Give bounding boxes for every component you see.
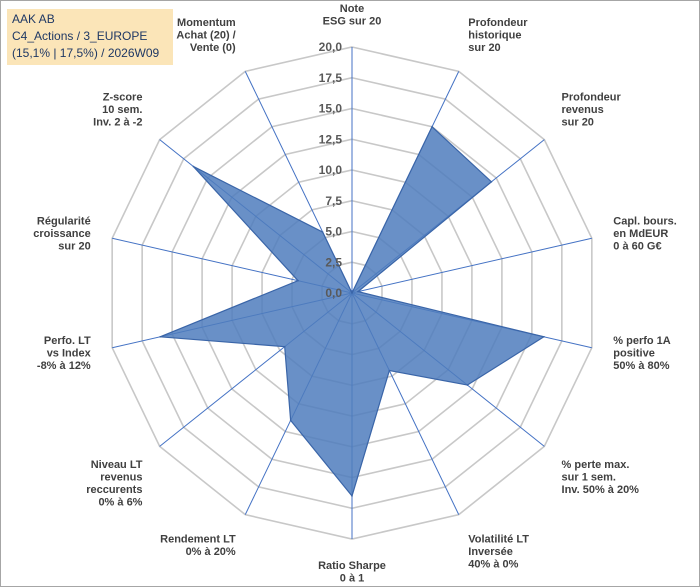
axis-label-line: sur 20 <box>58 241 90 253</box>
axis-label-line: 0% à 20% <box>186 546 236 558</box>
data-point <box>351 292 353 294</box>
axis-label-line: vs Index <box>47 347 92 359</box>
data-point <box>159 335 161 338</box>
tick-label: 7,5 <box>325 194 342 208</box>
axis-label-line: 50% à 80% <box>613 360 669 372</box>
axis-label-line: Vente (0) <box>190 42 236 54</box>
data-point <box>543 335 545 338</box>
axis-label: Note ESG sur 20 <box>323 3 382 28</box>
title-line-1: AAK AB <box>12 12 55 26</box>
axis-label-line: revenus <box>100 472 142 484</box>
data-point <box>490 181 493 183</box>
data-point <box>289 419 292 422</box>
axis-label: % perte max. sur 1 sem. Inv. 50% à 20% <box>562 459 640 496</box>
axis-label-line: Inv. 2 à -2 <box>93 116 142 128</box>
axis-label-line: Profondeur <box>562 91 622 103</box>
axis-label-line: Perfo. LT <box>44 335 91 347</box>
axis-labels: Note ESG sur 20 Profondeur historique sur 20… <box>33 3 677 585</box>
data-point <box>466 384 469 386</box>
axis-label-line: Momentum <box>177 17 236 29</box>
tick-label: 12,5 <box>319 132 343 146</box>
axis-label-line: reccurents <box>86 484 142 496</box>
axis-label: Profondeur revenus sur 20 <box>562 91 622 128</box>
axis-label-line: % perte max. <box>562 459 630 471</box>
title-line-2: C4_Actions / 3_EUROPE <box>12 29 148 43</box>
data-series <box>159 125 546 498</box>
axis-label: Momentum Achat (20) / Vente (0) <box>176 17 236 54</box>
axis-label-line: Inv. 50% à 20% <box>562 484 640 496</box>
axis-label-line: 0 à 1 <box>340 573 364 585</box>
data-point <box>357 290 359 293</box>
axis-label-line: croissance <box>33 228 90 240</box>
axis-label-line: Niveau LT <box>91 459 143 471</box>
axis-label-line: sur 1 sem. <box>562 472 616 484</box>
axis-label: Régularité croissance sur 20 <box>33 216 90 253</box>
axis-label-line: Profondeur <box>468 17 528 29</box>
axis-label-line: Z-score <box>103 91 143 103</box>
axis-label: Volatilité LT Inversée 40% à 0% <box>468 533 529 570</box>
axis-label-line: positive <box>613 347 655 359</box>
tick-labels: 0,0 2,5 5,0 7,5 10,0 12,5 15,0 17,5 20,0 <box>319 40 343 300</box>
data-point <box>388 369 391 372</box>
tick-label: 2,5 <box>325 255 342 269</box>
data-point <box>431 125 433 128</box>
axis-label-line: 0 à 60 G€ <box>613 241 661 253</box>
axis-label-line: 0% à 6% <box>98 497 142 509</box>
axis-label-line: sur 20 <box>562 116 594 128</box>
axis-label-line: ESG sur 20 <box>323 16 382 28</box>
data-point <box>321 231 324 233</box>
axis-label-line: % perfo 1A <box>613 335 671 347</box>
axis-label: Ratio Sharpe 0 à 1 <box>318 560 386 585</box>
axis-label: Rendement LT 0% à 20% <box>160 533 236 558</box>
tick-label: 20,0 <box>319 40 343 54</box>
axis-label-line: en MdEUR <box>613 228 668 240</box>
axis-label: Z-score 10 sem. Inv. 2 à -2 <box>93 91 142 128</box>
title-line-3: (15,1% | 17,5%) / 2026W09 <box>12 46 160 60</box>
axis-spoke <box>351 237 592 294</box>
axis-label-line: Rendement LT <box>160 533 236 545</box>
axis-label-line: Capl. bours. <box>613 216 677 228</box>
tick-label: 17,5 <box>319 71 343 85</box>
axis-label-line: -8% à 12% <box>37 360 91 372</box>
data-point <box>192 165 195 168</box>
axis-label-line: revenus <box>562 104 604 116</box>
data-point <box>283 345 286 348</box>
tick-label: 10,0 <box>319 163 343 177</box>
axis-label-line: Régularité <box>37 216 91 228</box>
axis-label-line: sur 20 <box>468 42 500 54</box>
axis-label: Profondeur historique sur 20 <box>468 17 528 54</box>
tick-label: 0,0 <box>325 286 342 300</box>
data-point <box>351 495 353 497</box>
axis-label-line: 40% à 0% <box>468 558 518 570</box>
axis-label: Niveau LT revenus reccurents 0% à 6% <box>86 459 143 509</box>
axis-label-line: Volatilité LT <box>468 533 529 545</box>
tick-label: 15,0 <box>319 102 343 116</box>
tick-label: 5,0 <box>325 225 342 239</box>
axis-label-line: 10 sem. <box>102 104 142 116</box>
axis-label-line: Achat (20) / <box>176 30 235 42</box>
axis-label: Perfo. LT vs Index -8% à 12% <box>37 335 92 372</box>
axis-label-line: Note <box>340 3 364 15</box>
axis-label-line: Ratio Sharpe <box>318 560 386 572</box>
data-point <box>297 279 299 282</box>
chart-title-box: AAK AB C4_Actions / 3_EUROPE (15,1% | 17… <box>7 9 173 65</box>
axis-label: Capl. bours. en MdEUR 0 à 60 G€ <box>613 216 677 253</box>
axis-label-line: Inversée <box>468 546 513 558</box>
axis-label: % perfo 1A positive 50% à 80% <box>613 335 671 372</box>
axis-label-line: historique <box>468 30 521 42</box>
